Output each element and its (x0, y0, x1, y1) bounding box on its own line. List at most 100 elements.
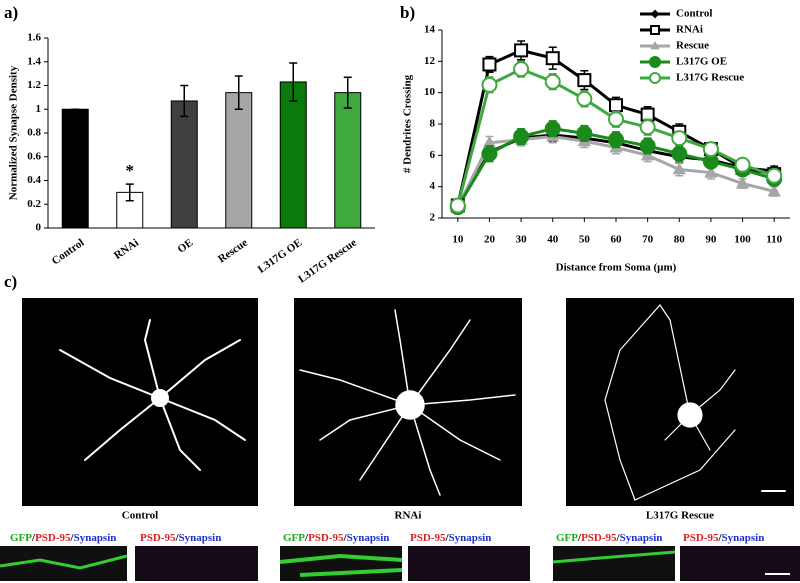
image-control (22, 298, 258, 506)
x-tick-label: 10 (452, 234, 464, 246)
marker (734, 156, 751, 173)
marker (671, 145, 688, 162)
stain-part: / (717, 532, 722, 544)
marker (649, 72, 661, 84)
marker (640, 148, 655, 161)
y-tick-label: 4 (430, 180, 436, 192)
strips (0, 546, 800, 581)
marker (704, 165, 718, 178)
neuron-drawing (604, 304, 786, 501)
neuron-drawing (299, 309, 516, 496)
marker (513, 128, 530, 145)
stain-part: PSD-95 (683, 532, 719, 544)
caption: Control (122, 510, 158, 522)
y-tick-label: 8 (430, 118, 436, 130)
y-tick-label: 10 (424, 86, 436, 98)
panel-label: b) (400, 3, 415, 22)
y-tick-label: 0.8 (27, 127, 41, 139)
marker (608, 131, 624, 148)
x-tick-label: 90 (705, 234, 717, 246)
marker (639, 137, 656, 154)
marker (650, 9, 660, 19)
marker (671, 130, 688, 147)
stain-part: / (304, 532, 309, 544)
stain-part: PSD-95 (308, 532, 344, 544)
stain-part: Synapsin (722, 532, 765, 544)
legend-label: Control (676, 8, 712, 20)
stain-label: GFP/PSD-95/Synapsin (283, 532, 389, 544)
y-axis-label: Normalized Synapse Density (8, 65, 20, 200)
caption: RNAi (395, 510, 422, 522)
stain-part: GFP (283, 532, 305, 544)
marker (608, 111, 624, 128)
stain-label: GFP/PSD-95/Synapsin (10, 532, 116, 544)
marker (672, 162, 686, 175)
y-tick-label: 0.2 (27, 198, 41, 210)
x-axis-label: Distance from Soma (µm) (556, 262, 677, 274)
marker (577, 73, 592, 88)
strip-dendrite (552, 550, 676, 564)
caption: L317G Rescue (646, 510, 714, 522)
strip (680, 546, 800, 581)
x-tick-label: 40 (547, 234, 559, 246)
y-tick-label: 0.6 (27, 150, 41, 162)
y-tick-label: 0 (36, 222, 42, 234)
y-tick-label: 14 (424, 24, 436, 36)
strip-dendrite (279, 553, 403, 577)
bar (170, 100, 198, 229)
y-tick-label: 1.2 (27, 79, 41, 91)
stain-label: PSD-95/Synapsin (410, 532, 491, 544)
marker (639, 119, 656, 136)
stain-part: / (174, 532, 179, 544)
y-tick-label: 2 (430, 212, 436, 224)
marker (650, 25, 660, 35)
stain-part: Synapsin (620, 532, 663, 544)
stain-label: GFP/PSD-95/Synapsin (556, 532, 662, 544)
y-tick-label: 1.4 (27, 55, 41, 67)
stain-part: PSD-95 (140, 532, 176, 544)
strip (280, 546, 402, 581)
strip (553, 546, 675, 581)
marker (544, 120, 561, 137)
stain-part: / (616, 532, 621, 544)
error-bar (343, 76, 352, 109)
marker (544, 73, 561, 90)
x-tick-label: OE (176, 237, 196, 256)
stain-labels: GFP/PSD-95/Synapsin PSD-95/Synapsin GFP/PS… (10, 532, 764, 544)
x-tick-label: 70 (642, 234, 654, 246)
x-tick-label: L317G OE (256, 237, 305, 276)
marker (449, 197, 466, 214)
marker (702, 141, 719, 158)
x-tick-label: 20 (484, 234, 496, 246)
marker (576, 125, 593, 142)
image-l317g-rescue (566, 298, 794, 506)
bar (279, 81, 307, 229)
stain-part: / (70, 532, 75, 544)
stain-part: Synapsin (347, 532, 390, 544)
marker (767, 184, 781, 197)
x-tick-label: 30 (516, 234, 528, 246)
error-bar (125, 183, 134, 202)
x-tick-label: 100 (734, 234, 751, 246)
panel-label: a) (4, 3, 18, 22)
y-axis-label: # Dendrites Crossing (402, 74, 414, 173)
marker (482, 57, 497, 72)
y-tick-label: 1 (36, 103, 42, 115)
marker (650, 40, 660, 50)
x-tick-label: Rescue (216, 237, 250, 266)
marker (481, 145, 498, 162)
bar (61, 108, 89, 229)
marker (649, 56, 661, 68)
stain-part: GFP (556, 532, 578, 544)
x-tick-label: L317G Rescue (296, 237, 359, 286)
stain-part: Synapsin (449, 532, 492, 544)
stain-part: / (343, 532, 348, 544)
neuron-drawing (59, 319, 246, 471)
stain-label: PSD-95/Synapsin (683, 532, 764, 544)
bar (334, 92, 362, 229)
micrographs (22, 298, 794, 506)
error-bar (289, 62, 298, 102)
error-bar (234, 75, 243, 110)
stain-part: / (31, 532, 36, 544)
